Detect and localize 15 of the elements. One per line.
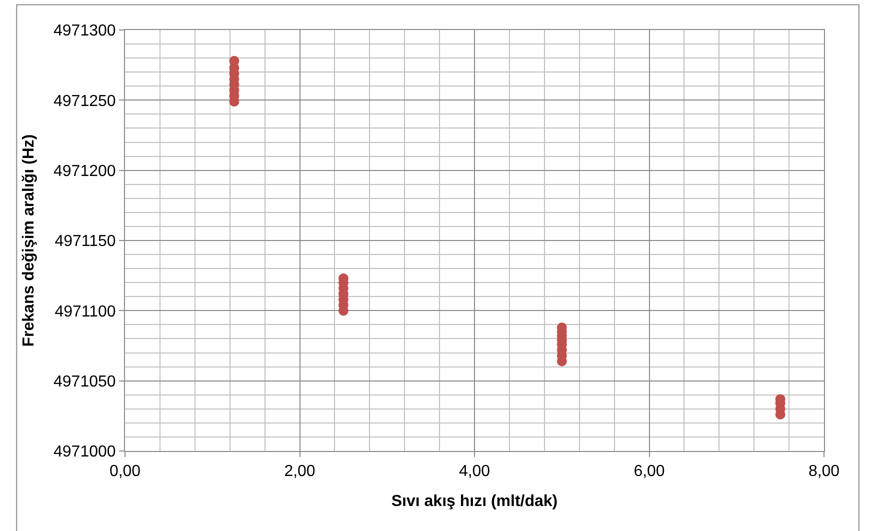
y-tick-label: 4971200 xyxy=(54,162,116,180)
y-tick-label: 4971150 xyxy=(54,233,116,250)
y-tick-label: 4971300 xyxy=(54,22,116,40)
x-tick-label: 4,00 xyxy=(458,463,490,480)
y-tick-label: 4971000 xyxy=(54,444,116,461)
y-axis-title: Frekans değişim aralığı (Hz) xyxy=(20,134,38,347)
x-tick-label: 2,00 xyxy=(284,463,316,480)
x-tick-label: 6,00 xyxy=(634,463,665,480)
x-axis-title: Sıvı akış hızı (mlt/dak) xyxy=(391,492,558,510)
x-tick-label: 8,00 xyxy=(808,463,840,480)
point xyxy=(229,56,240,66)
y-tick-label: 4971250 xyxy=(54,92,116,110)
y-tick-label: 4971050 xyxy=(54,373,116,390)
x-tick-label: 0,00 xyxy=(109,463,141,480)
y-tick-label: 4971100 xyxy=(54,303,116,320)
